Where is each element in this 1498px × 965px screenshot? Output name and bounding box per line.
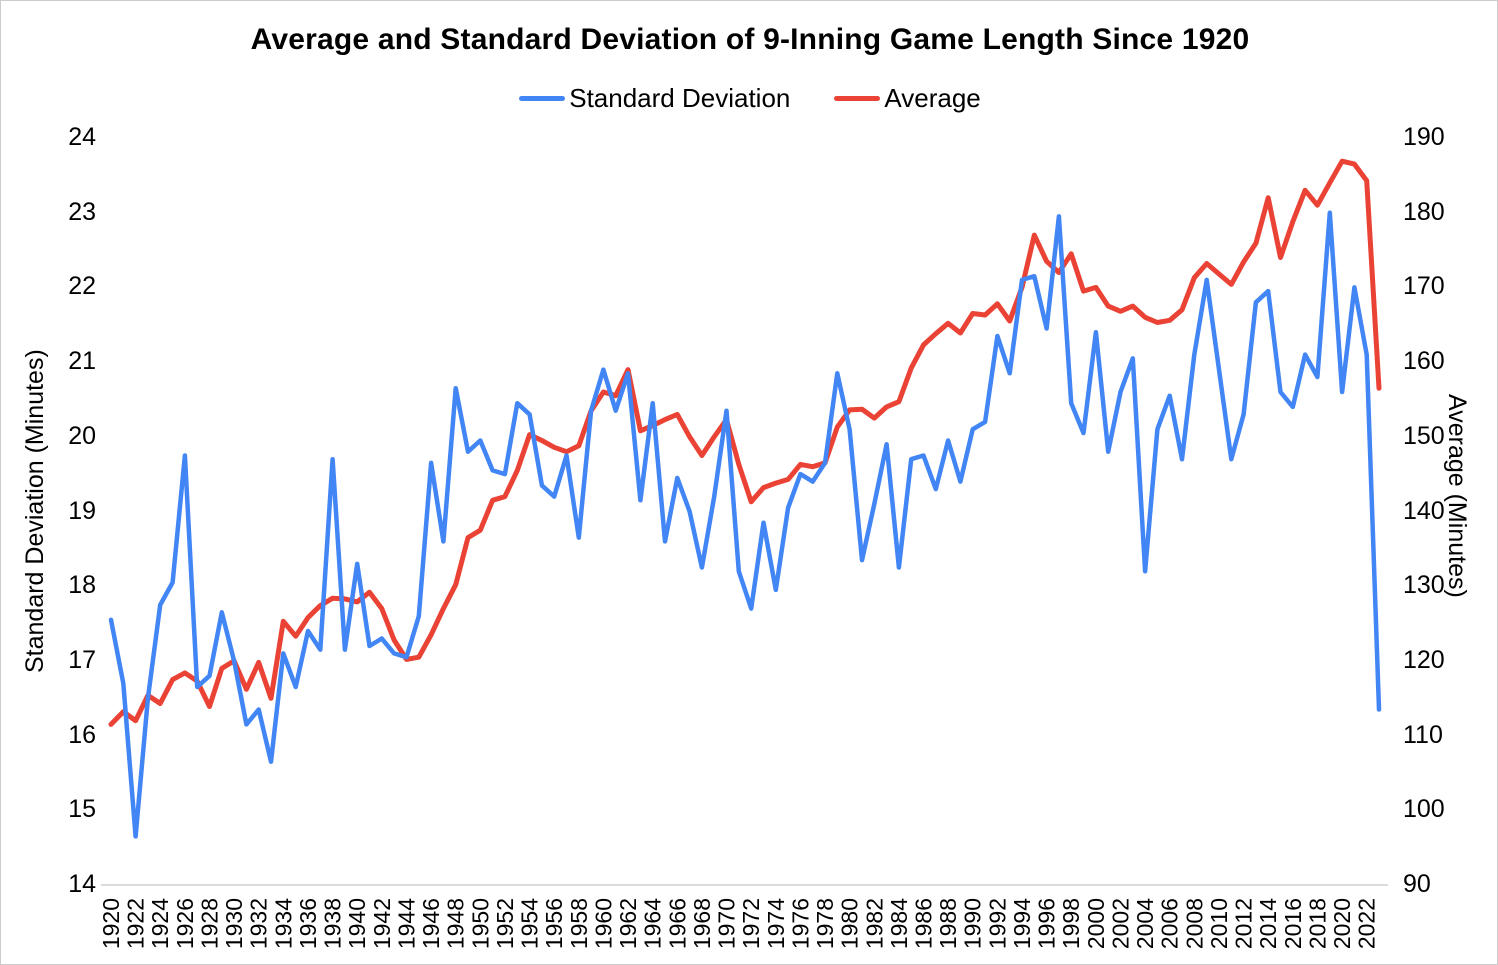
average-line <box>108 158 1382 727</box>
x-tick-label: 2012 <box>1231 898 1257 949</box>
right-y-tick-label: 110 <box>1403 720 1443 749</box>
right-y-tick-label: 120 <box>1403 645 1445 674</box>
x-tick-label: 1952 <box>492 898 518 949</box>
right-axis-title: Average (Minutes) <box>1443 394 1471 598</box>
x-tick-label: 1992 <box>984 898 1010 949</box>
x-tick-label: 2002 <box>1107 898 1133 949</box>
left-y-tick-label: 22 <box>68 272 96 301</box>
standard-deviation-line <box>108 210 1382 839</box>
right-y-tick-label: 90 <box>1403 870 1431 898</box>
left-y-tick-label: 24 <box>68 123 96 151</box>
x-tick-label: 1974 <box>763 898 789 949</box>
x-tick-label: 2016 <box>1280 898 1306 949</box>
right-y-tick-label: 190 <box>1403 123 1445 151</box>
x-tick-label: 1958 <box>566 898 592 949</box>
x-tick-label: 1962 <box>615 898 641 949</box>
right-y-tick-label: 150 <box>1403 421 1445 450</box>
legend-item-standard-deviation: Standard Deviation <box>519 83 790 114</box>
left-y-tick-label: 14 <box>68 870 96 898</box>
x-tick-label: 1930 <box>221 898 247 949</box>
x-tick-label: 1986 <box>911 898 937 949</box>
x-tick-label: 1926 <box>172 898 198 949</box>
x-tick-label: 1956 <box>541 898 567 949</box>
x-tick-label: 1976 <box>787 898 813 949</box>
x-tick-label: 1996 <box>1034 898 1060 949</box>
x-tick-label: 1936 <box>295 898 321 949</box>
right-y-tick-label: 160 <box>1403 347 1445 376</box>
left-y-tick-label: 15 <box>68 795 96 824</box>
x-tick-label: 1940 <box>344 898 370 949</box>
x-tick-label: 1980 <box>837 898 863 949</box>
left-y-tick-label: 18 <box>68 571 96 600</box>
legend-label-standard-deviation: Standard Deviation <box>569 83 791 113</box>
x-tick-label: 1948 <box>443 898 469 949</box>
x-tick-label: 1972 <box>738 898 764 949</box>
x-tick-label: 2020 <box>1329 898 1355 949</box>
left-y-tick-label: 16 <box>68 720 96 749</box>
x-tick-label: 1922 <box>123 898 149 949</box>
x-tick-label: 1928 <box>196 898 222 949</box>
x-tick-label: 1984 <box>886 898 912 949</box>
chart-title: Average and Standard Deviation of 9-Inni… <box>250 23 1250 56</box>
x-tick-label: 1998 <box>1058 898 1084 949</box>
x-axis-tick-labels: 1920192219241926192819301932193419361938… <box>98 898 1380 949</box>
x-tick-label: 2004 <box>1132 898 1158 949</box>
x-tick-label: 1960 <box>590 898 616 949</box>
standard-deviation-swatch-icon <box>519 96 566 101</box>
x-tick-label: 1994 <box>1009 898 1035 949</box>
x-tick-label: 1938 <box>320 898 346 949</box>
legend-label-average: Average <box>884 83 981 113</box>
x-tick-label: 1990 <box>960 898 986 949</box>
x-tick-label: 1970 <box>714 898 740 949</box>
right-y-tick-label: 180 <box>1403 197 1445 226</box>
x-tick-label: 1942 <box>369 898 395 949</box>
left-y-tick-label: 17 <box>68 645 96 674</box>
x-tick-label: 1966 <box>664 898 690 949</box>
left-y-tick-label: 23 <box>68 197 96 226</box>
legend: Standard Deviation Average <box>1 83 1497 114</box>
x-tick-label: 1924 <box>147 898 173 949</box>
x-tick-label: 2022 <box>1354 898 1380 949</box>
left-y-tick-label: 19 <box>68 496 96 525</box>
right-y-tick-label: 170 <box>1403 272 1445 301</box>
x-tick-label: 1950 <box>467 898 493 949</box>
average-swatch-icon <box>834 96 881 101</box>
x-tick-label: 1946 <box>418 898 444 949</box>
right-y-tick-label: 140 <box>1403 496 1445 525</box>
x-tick-label: 2014 <box>1255 898 1281 949</box>
right-y-tick-label: 130 <box>1403 571 1445 600</box>
x-tick-label: 1944 <box>393 898 419 949</box>
x-tick-label: 2008 <box>1181 898 1207 949</box>
x-tick-label: 1978 <box>812 898 838 949</box>
left-y-tick-label: 20 <box>68 421 96 450</box>
x-tick-label: 2018 <box>1304 898 1330 949</box>
right-y-tick-label: 100 <box>1403 795 1445 824</box>
x-tick-label: 2000 <box>1083 898 1109 949</box>
x-tick-label: 2006 <box>1157 898 1183 949</box>
x-tick-label: 1964 <box>640 898 666 949</box>
x-tick-label: 1988 <box>935 898 961 949</box>
x-tick-label: 2010 <box>1206 898 1232 949</box>
x-tick-label: 1932 <box>246 898 272 949</box>
legend-item-average: Average <box>834 83 981 114</box>
x-tick-label: 1982 <box>861 898 887 949</box>
left-y-tick-label: 21 <box>68 347 96 376</box>
x-tick-label: 1920 <box>98 898 124 949</box>
x-tick-label: 1968 <box>689 898 715 949</box>
x-tick-label: 1954 <box>517 898 543 949</box>
x-tick-label: 1934 <box>270 898 296 949</box>
